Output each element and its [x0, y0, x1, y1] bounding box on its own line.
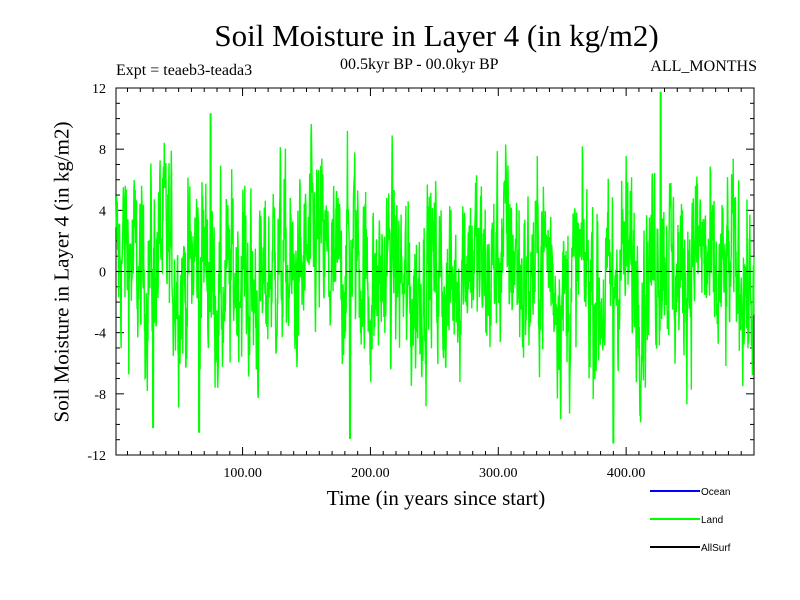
- legend: Ocean Land AllSurf: [650, 487, 731, 554]
- x-tick-label: 100.00: [223, 466, 262, 481]
- x-tick-label: 200.00: [351, 466, 390, 481]
- legend-label-ocean: Ocean: [701, 487, 730, 498]
- months-label: ALL_MONTHS: [650, 58, 757, 75]
- series-group: [115, 91, 755, 444]
- x-axis-label: Time (in years since start): [326, 486, 546, 510]
- y-tick-label: -8: [94, 388, 106, 403]
- y-tick-label: 12: [92, 82, 106, 97]
- chart-title: Soil Moisture in Layer 4 (in kg/m2): [214, 18, 659, 53]
- x-tick-label: 400.00: [607, 466, 646, 481]
- axis-ticks: 12 8 4 0 -4 -8 -12 100.00 200.00 300.00 400.00: [87, 82, 754, 481]
- y-tick-label: 4: [99, 204, 106, 219]
- period-label: 00.5kyr BP - 00.0kyr BP: [340, 56, 499, 73]
- y-tick-label: 0: [99, 266, 106, 281]
- y-tick-label: -4: [94, 327, 106, 342]
- legend-label-land: Land: [701, 515, 723, 526]
- experiment-label: Expt = teaeb3-teada3: [116, 62, 253, 79]
- legend-label-allsurf: AllSurf: [701, 543, 731, 554]
- x-tick-label: 300.00: [479, 466, 518, 481]
- y-tick-label: -12: [87, 449, 106, 464]
- series-line-land: [115, 91, 755, 444]
- y-tick-label: 8: [99, 143, 106, 158]
